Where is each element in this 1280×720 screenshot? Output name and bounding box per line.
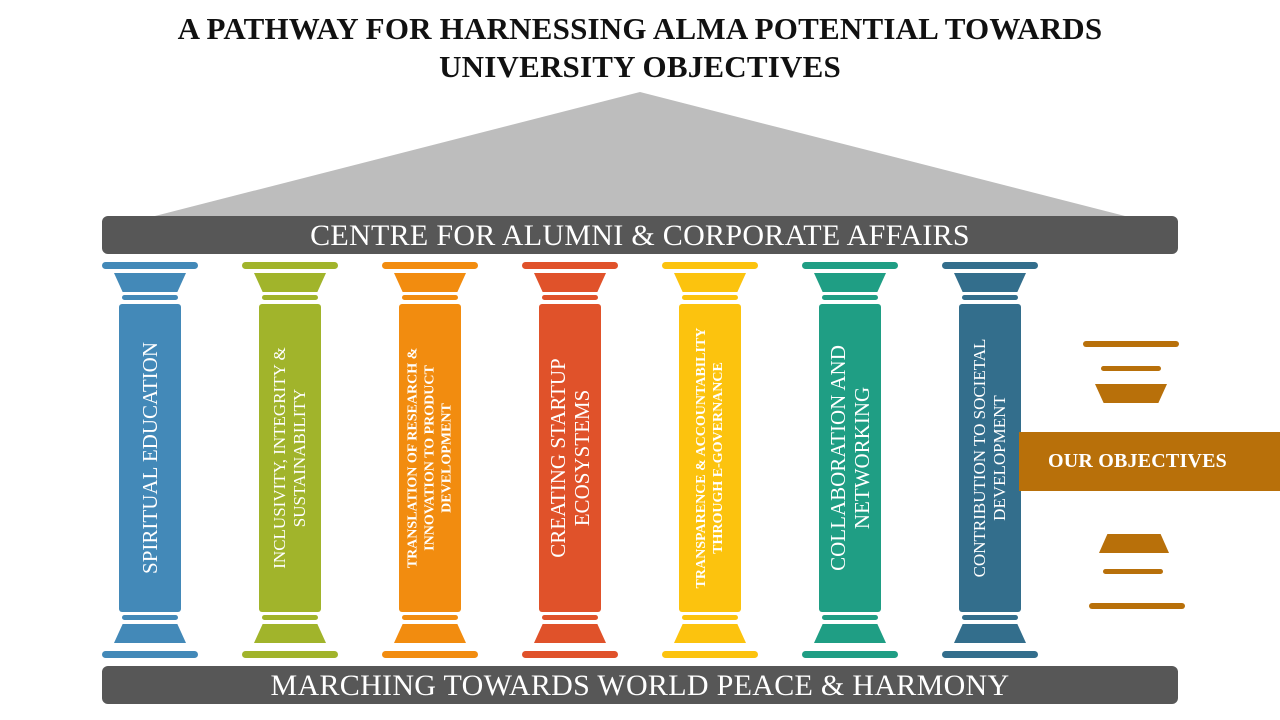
pillar-7-label: CONTRIBUTION TO SOCIETAL DEVELOPMENT [970,338,1009,578]
objectives-deco-top-cap [1083,341,1179,347]
objectives-label: OUR OBJECTIVES [1048,450,1227,472]
objectives-deco-bottom-capital [1099,534,1169,553]
objectives-deco-bottom-ring [1103,569,1163,574]
pillar-3: TRANSLATION OF RESEARCH & INNOVATION TO … [382,262,478,660]
pillar-1-label: SPIRITUAL EDUCATION [138,342,162,574]
roof-pediment [155,92,1125,216]
pillar-2: INCLUSIVITY, INTEGRITY & SUSTAINABILITY [242,262,338,660]
title-line-1: A PATHWAY FOR HARNESSING ALMA POTENTIAL … [177,11,1103,46]
title-line-2: UNIVERSITY OBJECTIVES [439,49,841,84]
top-beam-label: CENTRE FOR ALUMNI & CORPORATE AFFAIRS [310,219,970,252]
pillar-5: TRANSPARENCE & ACCOUNTABILITY THROUGH E-… [662,262,758,660]
pillar-6-label: COLLABORATION AND NETWORKING [826,345,874,571]
bottom-base: MARCHING TOWARDS WORLD PEACE & HARMONY [102,666,1178,704]
objectives-banner: OUR OBJECTIVES [1019,432,1280,491]
objectives-deco-bottom-base [1089,603,1185,609]
pillar-7: CONTRIBUTION TO SOCIETAL DEVELOPMENT [942,262,1038,660]
top-beam: CENTRE FOR ALUMNI & CORPORATE AFFAIRS [102,216,1178,254]
pillar-3-label: TRANSLATION OF RESEARCH & INNOVATION TO … [405,347,455,569]
bottom-base-label: MARCHING TOWARDS WORLD PEACE & HARMONY [270,669,1010,702]
objectives-deco-top-ring [1101,366,1161,371]
page-title: A PATHWAY FOR HARNESSING ALMA POTENTIAL … [0,10,1280,86]
pillar-6: COLLABORATION AND NETWORKING [802,262,898,660]
pillar-5-label: TRANSPARENCE & ACCOUNTABILITY THROUGH E-… [694,327,726,589]
pillar-2-label: INCLUSIVITY, INTEGRITY & SUSTAINABILITY [270,347,309,569]
pillar-4: CREATING STARTUP ECOSYSTEMS [522,262,618,660]
pillar-1: SPIRITUAL EDUCATION [102,262,198,660]
pillar-4-label: CREATING STARTUP ECOSYSTEMS [546,358,594,558]
objectives-deco-top-capital [1095,384,1167,403]
